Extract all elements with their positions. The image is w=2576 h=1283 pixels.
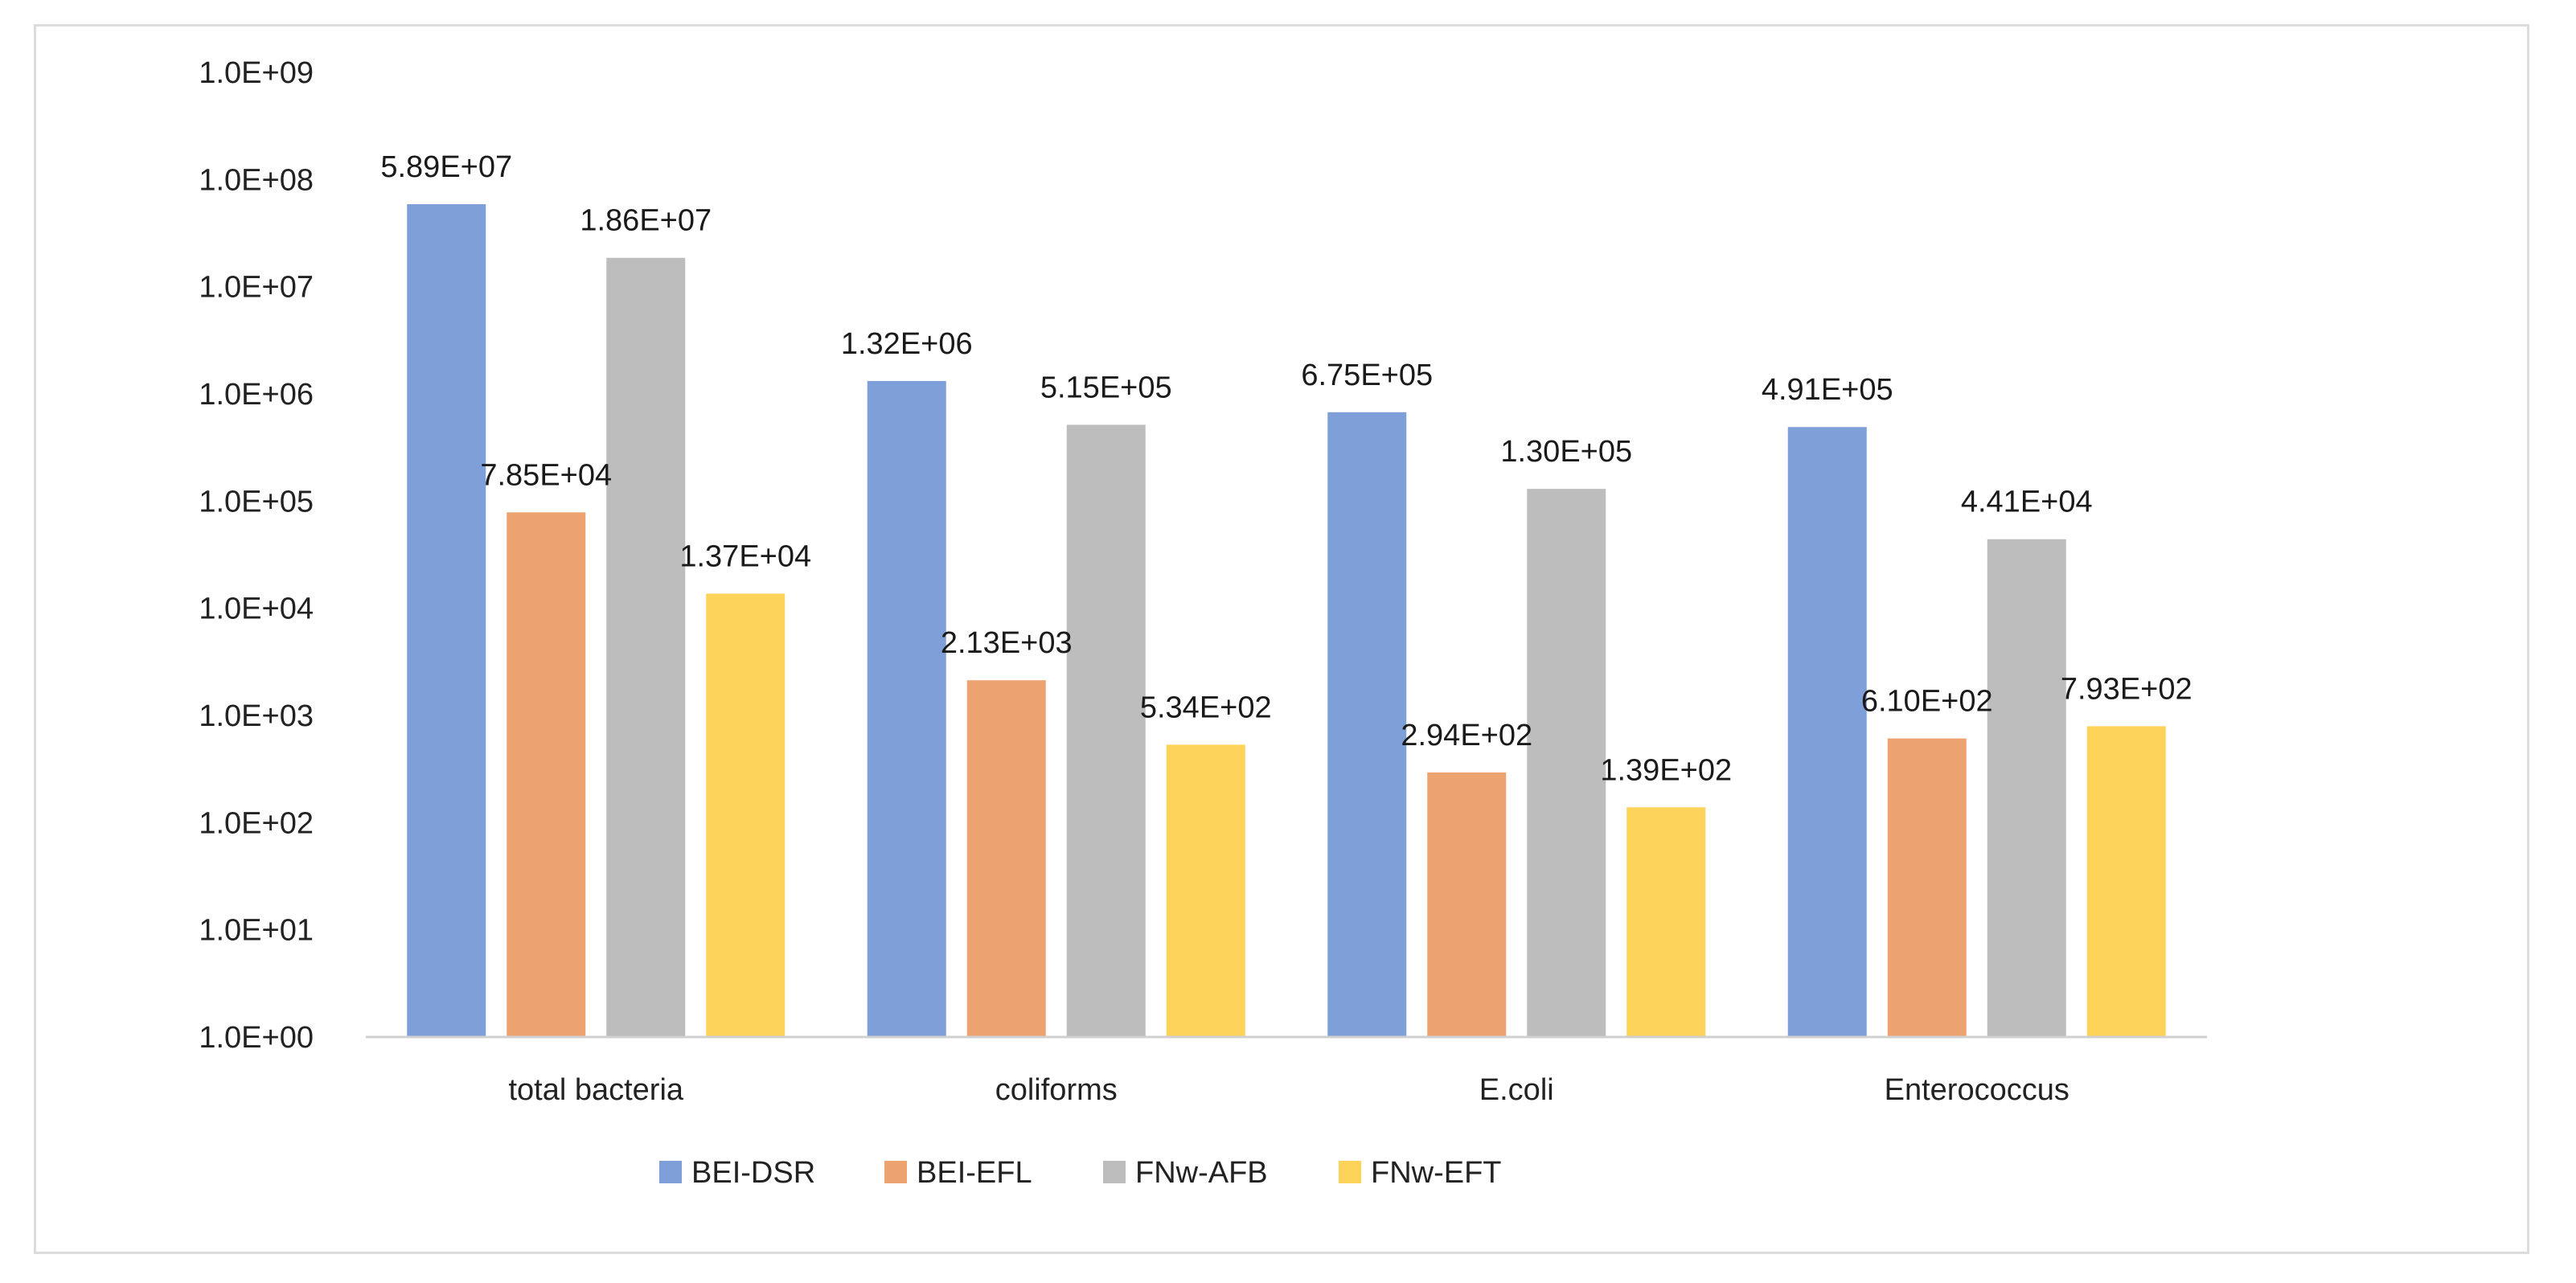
x-category-label: total bacteria bbox=[508, 1073, 683, 1107]
legend-swatch bbox=[884, 1161, 907, 1183]
data-label: 2.13E+03 bbox=[941, 626, 1073, 660]
data-label: 5.89E+07 bbox=[380, 150, 512, 184]
bar-fnw-afb-total-bacteria bbox=[606, 257, 686, 1038]
data-label: 1.32E+06 bbox=[841, 327, 973, 361]
y-tick-label: 1.0E+02 bbox=[199, 806, 314, 840]
bar-fnw-afb-enterococcus bbox=[1987, 539, 2066, 1037]
data-label: 6.10E+02 bbox=[1861, 685, 1993, 719]
y-tick-label: 1.0E+07 bbox=[199, 271, 314, 305]
legend-swatch bbox=[659, 1161, 682, 1183]
y-tick-label: 1.0E+09 bbox=[199, 56, 314, 90]
y-tick-label: 1.0E+06 bbox=[199, 378, 314, 412]
data-label: 5.34E+02 bbox=[1140, 691, 1272, 724]
bar-bei-efl-coliforms bbox=[966, 680, 1046, 1037]
data-label: 7.93E+02 bbox=[2061, 672, 2192, 706]
legend-label: BEI-EFL bbox=[917, 1156, 1032, 1190]
data-label: 1.30E+05 bbox=[1500, 435, 1632, 469]
y-tick-label: 1.0E+00 bbox=[199, 1021, 314, 1055]
data-label: 6.75E+05 bbox=[1301, 359, 1433, 392]
legend-label: FNw-AFB bbox=[1135, 1156, 1268, 1190]
y-tick-label: 1.0E+05 bbox=[199, 485, 314, 519]
bar-fnw-afb-e-coli bbox=[1527, 489, 1606, 1037]
data-label: 4.41E+04 bbox=[1961, 486, 2093, 519]
bar-bei-efl-e-coli bbox=[1427, 772, 1507, 1037]
bar-bei-dsr-total-bacteria bbox=[407, 203, 486, 1038]
x-category-label: Enterococcus bbox=[1885, 1073, 2069, 1107]
x-category-label: E.coli bbox=[1479, 1073, 1554, 1107]
y-tick-label: 1.0E+03 bbox=[199, 699, 314, 733]
data-label: 1.37E+04 bbox=[679, 539, 811, 573]
bars-group bbox=[407, 203, 2166, 1038]
bar-bei-dsr-e-coli bbox=[1327, 412, 1407, 1037]
bar-fnw-eft-total-bacteria bbox=[706, 593, 786, 1037]
x-category-label: coliforms bbox=[995, 1073, 1118, 1107]
y-tick-label: 1.0E+04 bbox=[199, 592, 314, 626]
data-label: 7.85E+04 bbox=[480, 458, 612, 492]
y-axis-ticks: 1.0E+00 1.0E+01 1.0E+02 1.0E+03 1.0E+04 1.0E+… bbox=[199, 56, 314, 1055]
bar-bei-efl-enterococcus bbox=[1887, 738, 1967, 1037]
bar-fnw-eft-enterococcus bbox=[2086, 726, 2166, 1037]
x-axis-category-labels: total bacteria coliforms E.coli Enterococcu… bbox=[508, 1073, 2069, 1107]
legend-label: BEI-DSR bbox=[691, 1156, 815, 1190]
legend-swatch bbox=[1103, 1161, 1126, 1183]
legend: BEI-DSR BEI-EFL FNw-AFB FNw-EFT bbox=[659, 1156, 1502, 1190]
y-tick-label: 1.0E+08 bbox=[199, 163, 314, 197]
legend-swatch bbox=[1339, 1161, 1361, 1183]
bar-fnw-eft-e-coli bbox=[1626, 807, 1706, 1037]
data-label: 4.91E+05 bbox=[1762, 373, 1893, 407]
data-labels-group: 5.89E+07 7.85E+04 1.86E+07 1.37E+04 1.32E+06… bbox=[380, 150, 2192, 787]
data-label: 5.15E+05 bbox=[1040, 371, 1172, 404]
data-label: 2.94E+02 bbox=[1401, 719, 1532, 752]
bar-fnw-eft-coliforms bbox=[1166, 744, 1245, 1037]
bar-bei-dsr-enterococcus bbox=[1787, 427, 1867, 1037]
bar-bei-dsr-coliforms bbox=[867, 380, 946, 1037]
data-label: 1.86E+07 bbox=[580, 204, 712, 238]
bar-bei-efl-total-bacteria bbox=[507, 512, 586, 1037]
y-tick-label: 1.0E+01 bbox=[199, 914, 314, 948]
bar-fnw-afb-coliforms bbox=[1066, 424, 1146, 1037]
data-label: 1.39E+02 bbox=[1600, 753, 1732, 787]
legend-label: FNw-EFT bbox=[1371, 1156, 1502, 1190]
